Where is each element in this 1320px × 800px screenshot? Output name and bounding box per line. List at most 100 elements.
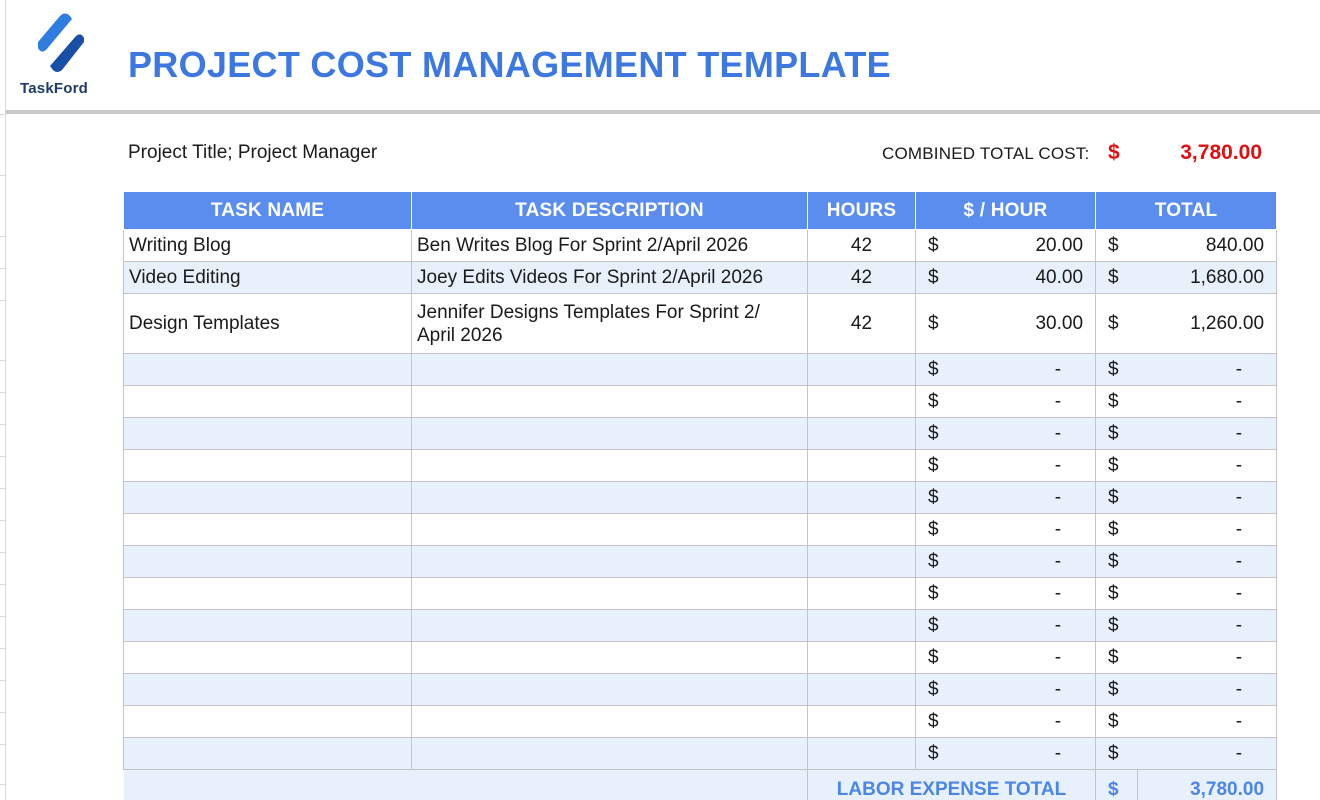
logo-text: TaskFord (20, 80, 89, 97)
task-description-cell[interactable] (411, 545, 808, 578)
task-description-cell[interactable] (411, 513, 808, 546)
cost-table: TASK NAME TASK DESCRIPTION HOURS $ / HOU… (123, 191, 1278, 800)
header-divider (6, 110, 1320, 114)
task-name-cell[interactable] (123, 609, 412, 642)
hours-cell[interactable] (807, 641, 916, 674)
task-description-cell[interactable] (411, 577, 808, 610)
hours-cell[interactable]: 42 (807, 261, 916, 294)
hours-cell[interactable] (807, 417, 916, 450)
task-name-cell[interactable] (123, 641, 412, 674)
column-header-total[interactable]: TOTAL (1095, 191, 1278, 230)
task-name-cell[interactable] (123, 513, 412, 546)
rate-currency: $ (915, 673, 958, 706)
hours-cell[interactable] (807, 353, 916, 386)
task-description-cell[interactable]: Joey Edits Videos For Sprint 2/April 202… (411, 261, 808, 294)
hours-cell[interactable] (807, 449, 916, 482)
task-name-cell[interactable]: Design Templates (123, 293, 412, 354)
rate-cell[interactable]: - (957, 353, 1097, 386)
task-name-cell[interactable] (123, 673, 412, 706)
task-name-cell[interactable] (123, 577, 412, 610)
rate-currency: $ (915, 229, 958, 262)
task-name-cell[interactable] (123, 481, 412, 514)
rate-cell[interactable]: - (957, 417, 1097, 450)
task-name-cell[interactable] (123, 545, 412, 578)
rate-currency: $ (915, 293, 958, 354)
table-row: $ - $ - (123, 609, 1278, 642)
rate-currency: $ (915, 705, 958, 738)
hours-cell[interactable] (807, 545, 916, 578)
task-name-cell[interactable] (123, 385, 412, 418)
total-currency: $ (1095, 261, 1138, 294)
table-row: $ - $ - (123, 353, 1278, 386)
rate-cell[interactable]: - (957, 449, 1097, 482)
column-header-rate[interactable]: $ / HOUR (914, 191, 1097, 230)
rate-cell[interactable]: - (957, 577, 1097, 610)
task-description-cell[interactable] (411, 737, 808, 770)
total-cell: - (1137, 609, 1278, 642)
hours-cell[interactable] (807, 705, 916, 738)
task-description-cell[interactable] (411, 449, 808, 482)
column-header-task-description[interactable]: TASK DESCRIPTION (411, 191, 808, 230)
task-description-cell[interactable] (411, 353, 808, 386)
total-cell: - (1137, 513, 1278, 546)
total-currency: $ (1095, 545, 1138, 578)
hours-cell[interactable] (807, 577, 916, 610)
table-row: $ - $ - (123, 577, 1278, 610)
rate-cell[interactable]: - (957, 705, 1097, 738)
total-currency: $ (1095, 641, 1138, 674)
hours-cell[interactable] (807, 385, 916, 418)
task-name-cell[interactable]: Writing Blog (123, 229, 412, 262)
rate-cell[interactable]: - (957, 641, 1097, 674)
total-cell: - (1137, 577, 1278, 610)
rate-cell[interactable]: 20.00 (957, 229, 1097, 262)
task-description-cell[interactable] (411, 481, 808, 514)
total-currency: $ (1095, 737, 1138, 770)
column-header-task-name[interactable]: TASK NAME (123, 191, 412, 230)
project-title-cell[interactable]: Project Title; Project Manager (128, 142, 378, 163)
total-cell: - (1137, 545, 1278, 578)
rate-cell[interactable]: - (957, 385, 1097, 418)
task-description-cell[interactable]: Ben Writes Blog For Sprint 2/April 2026 (411, 229, 808, 262)
total-cell: 1,680.00 (1137, 261, 1278, 294)
rate-cell[interactable]: 40.00 (957, 261, 1097, 294)
total-currency: $ (1095, 353, 1138, 386)
hours-cell[interactable]: 42 (807, 229, 916, 262)
rate-currency: $ (915, 481, 958, 514)
table-row: $ - $ - (123, 513, 1278, 546)
task-description-cell[interactable]: Jennifer Designs Templates For Sprint 2/… (411, 293, 808, 354)
rate-currency: $ (915, 513, 958, 546)
column-header-hours[interactable]: HOURS (807, 191, 916, 230)
task-description-cell[interactable] (411, 417, 808, 450)
rate-cell[interactable]: - (957, 481, 1097, 514)
hours-cell[interactable]: 42 (807, 293, 916, 354)
table-row: Writing Blog Ben Writes Blog For Sprint … (123, 229, 1278, 262)
footer-spacer (123, 769, 808, 800)
task-description-cell[interactable] (411, 609, 808, 642)
task-description-cell[interactable] (411, 385, 808, 418)
task-name-cell[interactable] (123, 737, 412, 770)
hours-cell[interactable] (807, 513, 916, 546)
hours-cell[interactable] (807, 481, 916, 514)
rate-cell[interactable]: - (957, 737, 1097, 770)
labor-expense-total-label: LABOR EXPENSE TOTAL (806, 769, 1096, 800)
task-name-cell[interactable] (123, 353, 412, 386)
hours-cell[interactable] (807, 673, 916, 706)
rate-cell[interactable]: - (957, 545, 1097, 578)
rate-currency: $ (915, 609, 958, 642)
rate-cell[interactable]: - (957, 609, 1097, 642)
rate-cell[interactable]: - (957, 673, 1097, 706)
hours-cell[interactable] (807, 609, 916, 642)
task-name-cell[interactable]: Video Editing (123, 261, 412, 294)
hours-cell[interactable] (807, 737, 916, 770)
task-name-cell[interactable] (123, 705, 412, 738)
task-description-cell[interactable] (411, 641, 808, 674)
total-cell: - (1137, 641, 1278, 674)
task-description-cell[interactable] (411, 705, 808, 738)
task-name-cell[interactable] (123, 417, 412, 450)
rate-cell[interactable]: - (957, 513, 1097, 546)
table-header-row: TASK NAME TASK DESCRIPTION HOURS $ / HOU… (123, 191, 1278, 230)
task-description-cell[interactable] (411, 673, 808, 706)
task-name-cell[interactable] (123, 449, 412, 482)
rate-cell[interactable]: 30.00 (957, 293, 1097, 354)
total-cell: - (1137, 737, 1278, 770)
